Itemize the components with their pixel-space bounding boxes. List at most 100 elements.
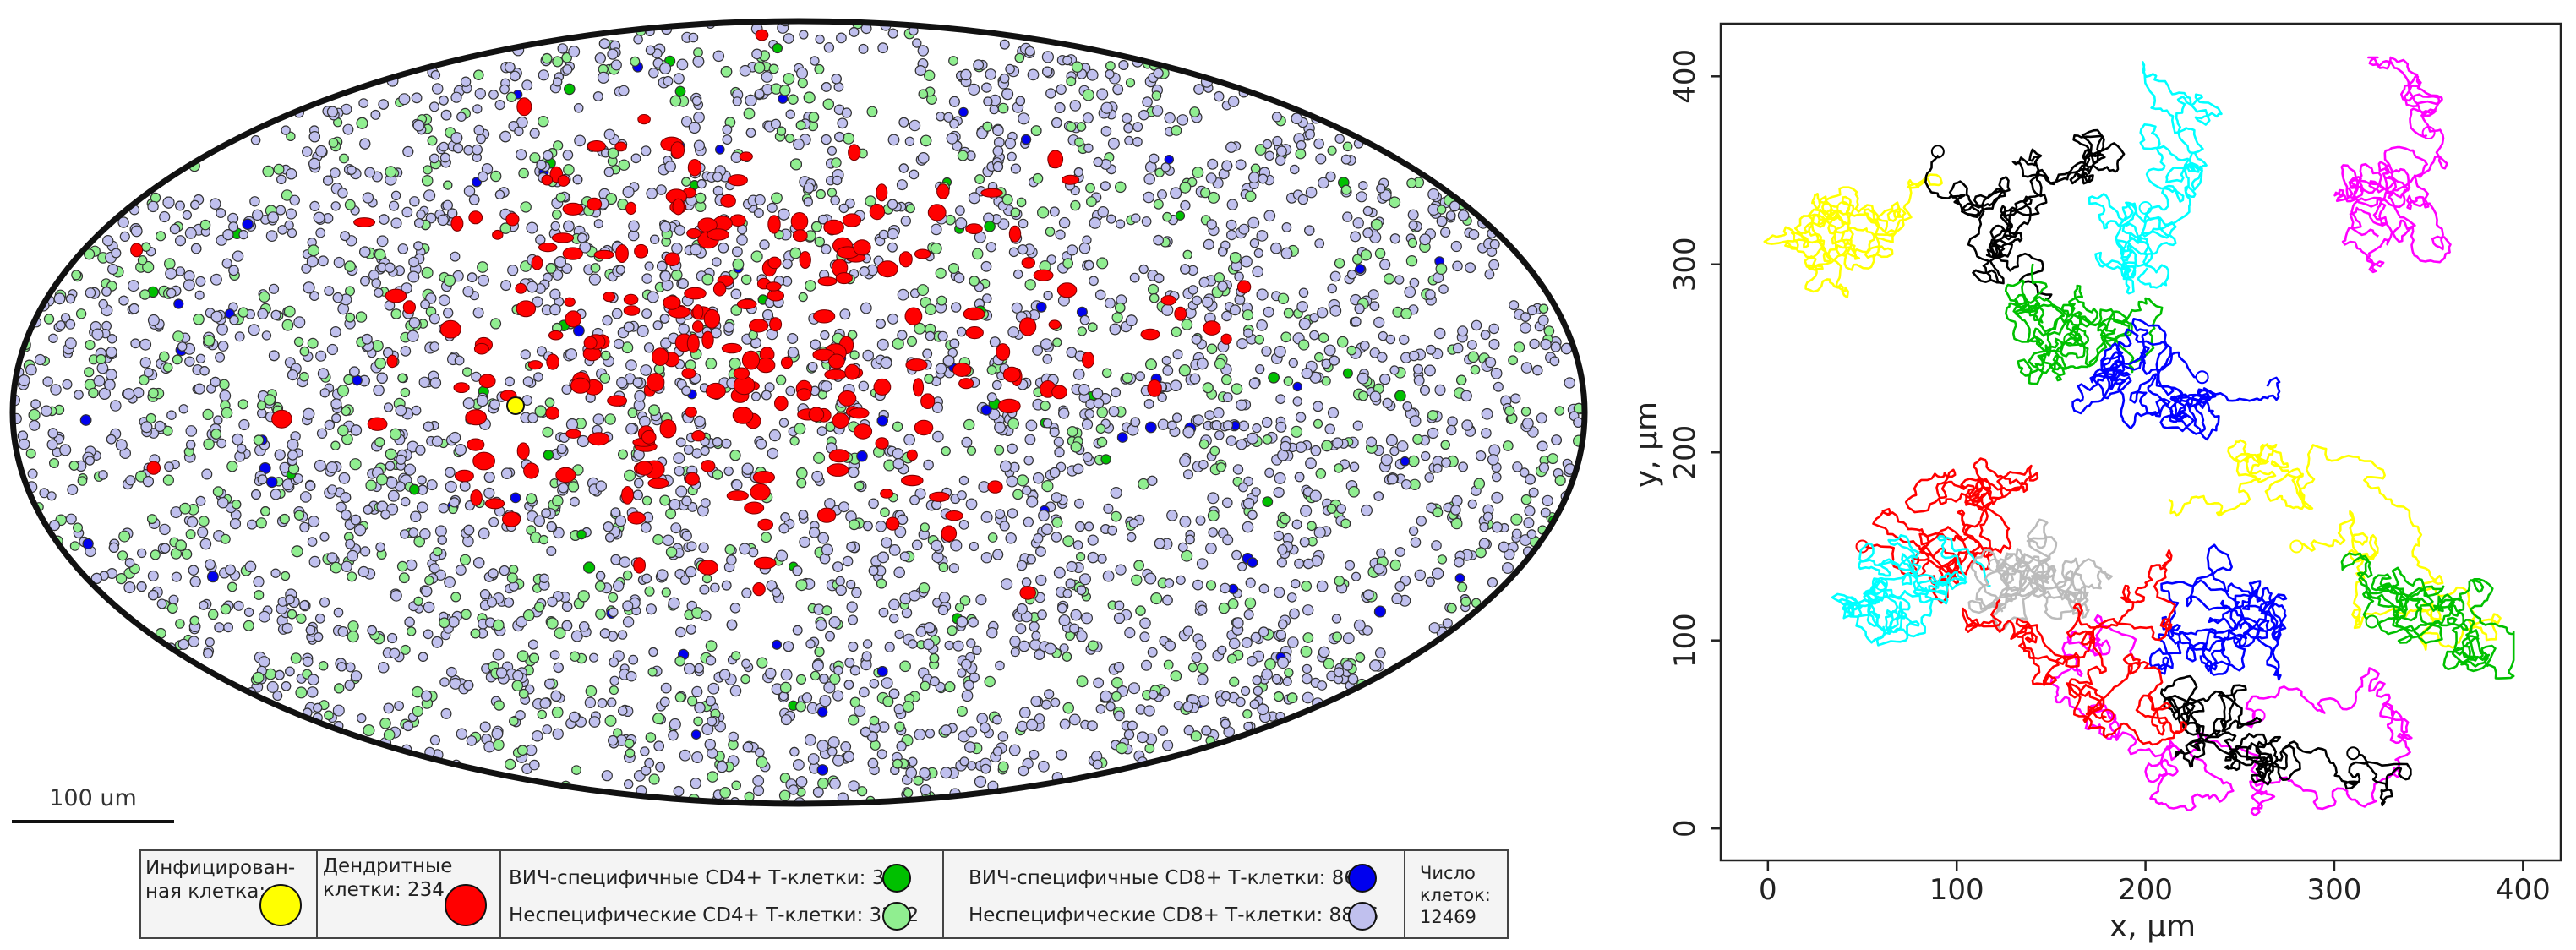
t-cell bbox=[1135, 605, 1146, 616]
t-cell bbox=[1412, 363, 1423, 374]
t-cell bbox=[645, 45, 656, 56]
t-cell bbox=[810, 339, 821, 350]
t-cell bbox=[1436, 216, 1448, 227]
t-cell bbox=[365, 479, 377, 491]
dendritic-cell bbox=[755, 29, 769, 41]
dendritic-cell bbox=[997, 398, 1021, 414]
t-cell bbox=[1190, 730, 1202, 742]
t-cell bbox=[142, 475, 154, 488]
t-cell bbox=[1236, 696, 1246, 707]
t-cell bbox=[640, 364, 652, 376]
t-cell bbox=[408, 527, 419, 538]
t-cell bbox=[247, 519, 258, 530]
t-cell bbox=[199, 365, 210, 376]
t-cell bbox=[1423, 364, 1436, 377]
t-cell bbox=[557, 43, 568, 54]
t-cell bbox=[1111, 691, 1122, 702]
t-cell bbox=[699, 584, 710, 595]
t-cell bbox=[84, 367, 95, 378]
t-cell bbox=[965, 498, 978, 510]
t-cell bbox=[894, 629, 904, 640]
t-cell bbox=[546, 617, 559, 630]
t-cell bbox=[1082, 112, 1094, 124]
t-cell bbox=[980, 510, 993, 523]
t-cell bbox=[726, 619, 738, 631]
t-cell bbox=[999, 39, 1010, 50]
t-cell bbox=[1256, 230, 1269, 242]
t-cell bbox=[1075, 551, 1086, 562]
t-cell bbox=[576, 434, 590, 448]
t-cell bbox=[756, 657, 768, 669]
t-cell bbox=[1247, 216, 1260, 229]
dendritic-cell bbox=[367, 417, 388, 431]
t-cell bbox=[514, 126, 524, 137]
t-cell bbox=[875, 319, 886, 330]
t-cell bbox=[1213, 407, 1225, 419]
t-cell bbox=[856, 786, 868, 797]
t-cell bbox=[685, 565, 697, 578]
t-cell bbox=[674, 85, 686, 97]
t-cell bbox=[220, 533, 231, 544]
t-cell bbox=[216, 496, 229, 509]
t-cell bbox=[1383, 273, 1395, 285]
t-cell bbox=[128, 303, 140, 314]
t-cell bbox=[328, 138, 339, 148]
t-cell bbox=[646, 188, 658, 199]
dendritic-cell bbox=[545, 407, 560, 420]
t-cell bbox=[1111, 676, 1123, 689]
t-cell bbox=[1218, 602, 1231, 614]
t-cell bbox=[1323, 658, 1335, 670]
t-cell bbox=[219, 379, 230, 390]
legend: Инфицирован- ная клетка: Дендритные клет… bbox=[139, 849, 1509, 939]
t-cell bbox=[217, 341, 229, 352]
dendritic-cell bbox=[848, 144, 861, 161]
t-cell bbox=[861, 651, 872, 662]
t-cell bbox=[898, 117, 909, 128]
dendritic-cell bbox=[838, 390, 857, 407]
t-cell bbox=[778, 208, 790, 221]
t-cell bbox=[1185, 534, 1195, 545]
t-cell bbox=[488, 568, 499, 579]
t-cell bbox=[896, 740, 907, 752]
t-cell bbox=[732, 96, 742, 106]
t-cell bbox=[1334, 134, 1345, 144]
dendritic-cell bbox=[625, 201, 637, 216]
t-cell bbox=[281, 571, 291, 581]
dendritic-cell bbox=[385, 288, 407, 303]
t-cell bbox=[400, 644, 411, 655]
t-cell bbox=[144, 367, 154, 378]
t-cell bbox=[1114, 600, 1125, 611]
t-cell bbox=[166, 410, 177, 420]
dendritic-cell bbox=[914, 248, 931, 259]
t-cell bbox=[1242, 309, 1254, 321]
t-cell bbox=[1170, 670, 1182, 682]
t-cell bbox=[1032, 345, 1043, 356]
t-cell bbox=[1275, 394, 1286, 405]
t-cell bbox=[797, 78, 808, 89]
t-cell bbox=[203, 335, 216, 347]
infected-cell bbox=[506, 396, 525, 415]
t-cell bbox=[1111, 510, 1122, 522]
t-cell bbox=[1144, 743, 1155, 754]
t-cell bbox=[624, 779, 634, 789]
t-cell bbox=[526, 281, 538, 293]
t-cell bbox=[1301, 368, 1313, 379]
t-cell bbox=[293, 336, 304, 347]
t-cell bbox=[1151, 105, 1164, 117]
t-cell bbox=[760, 532, 772, 543]
t-cell bbox=[752, 784, 765, 797]
t-cell bbox=[993, 136, 1005, 148]
t-cell bbox=[1206, 343, 1218, 355]
t-cell bbox=[1488, 259, 1500, 270]
t-cell bbox=[542, 724, 553, 734]
t-cell bbox=[742, 741, 754, 753]
t-cell bbox=[314, 613, 325, 624]
t-cell bbox=[755, 747, 765, 757]
t-cell bbox=[1524, 505, 1536, 517]
t-cell bbox=[147, 200, 159, 213]
t-cell bbox=[1442, 618, 1453, 629]
t-cell bbox=[884, 642, 895, 652]
t-cell bbox=[1080, 612, 1093, 625]
t-cell bbox=[1089, 216, 1101, 229]
t-cell bbox=[745, 128, 756, 138]
